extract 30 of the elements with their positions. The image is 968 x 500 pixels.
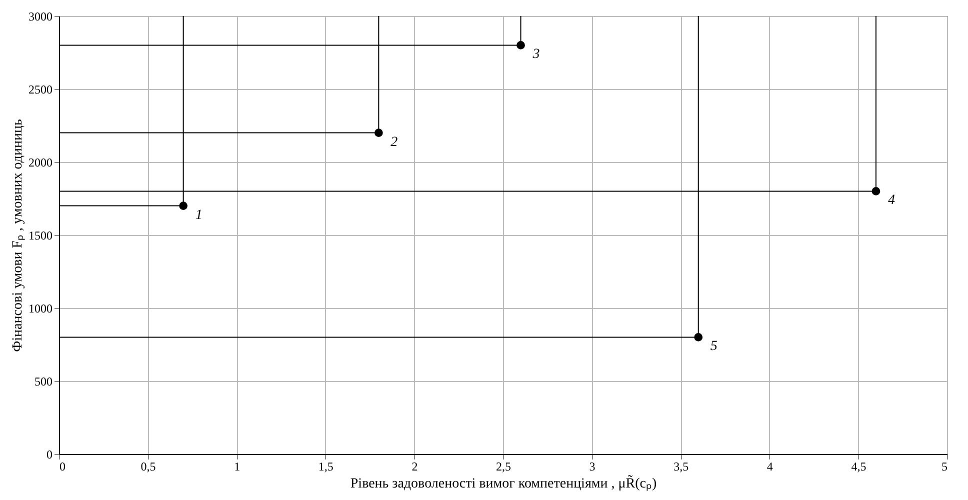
annotation: 5 bbox=[710, 339, 718, 354]
point bbox=[694, 333, 703, 342]
x-tick-label: 2 bbox=[412, 460, 418, 474]
point bbox=[872, 187, 880, 196]
annotation: 3 bbox=[532, 47, 540, 62]
y-tick-label: 3000 bbox=[28, 10, 52, 24]
point bbox=[179, 202, 188, 210]
point bbox=[516, 41, 525, 50]
y-tick-label: 500 bbox=[34, 374, 52, 388]
point bbox=[374, 128, 383, 137]
x-tick-label: 5 bbox=[942, 460, 948, 474]
x-tick-label: 3 bbox=[589, 460, 596, 474]
x-tick-label: 4 bbox=[766, 460, 773, 474]
x-tick-label: 0,5 bbox=[140, 460, 156, 474]
y-tick-label: 1500 bbox=[28, 228, 52, 242]
annotation: 4 bbox=[888, 193, 895, 208]
y-tick-label: 0 bbox=[46, 448, 52, 462]
x-tick-label: 1 bbox=[234, 460, 240, 474]
x-tick-label: 3,5 bbox=[674, 460, 689, 474]
x-tick-label: 0 bbox=[60, 460, 66, 474]
annotation: 1 bbox=[195, 208, 202, 223]
x-tick-label: 4,5 bbox=[851, 460, 866, 474]
annotation: 2 bbox=[390, 134, 398, 150]
y-tick-label: 2000 bbox=[28, 156, 52, 170]
y-axis-title: Фінансові умови Fₚ , умовних одиниць bbox=[10, 119, 26, 352]
x-tick-label: 2,5 bbox=[496, 460, 511, 474]
x-tick-label: 1,5 bbox=[318, 460, 334, 474]
y-tick-label: 2500 bbox=[28, 82, 52, 96]
y-tick-label: 1000 bbox=[28, 302, 52, 316]
x-axis-title: Рівень задоволеності вимог компетенціями , μR̃(cₚ) bbox=[350, 474, 657, 492]
